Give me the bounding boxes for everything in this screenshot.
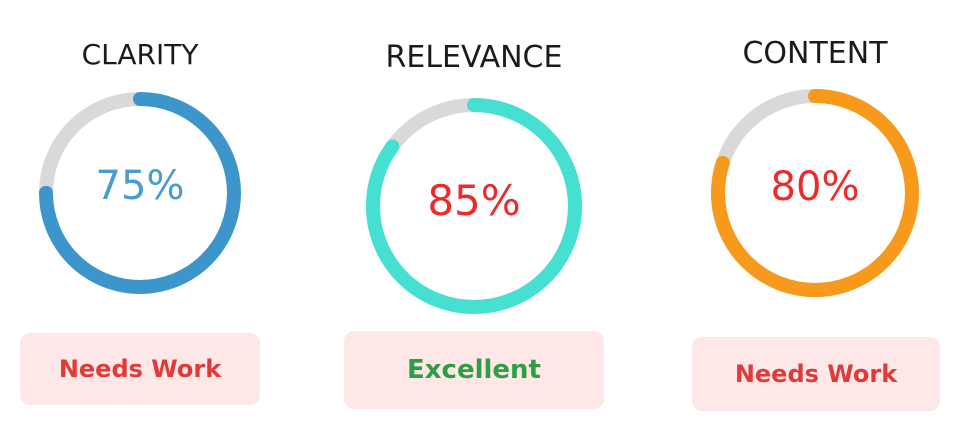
progress-ring: 80%: [710, 88, 920, 298]
percent-value: 80%: [770, 164, 860, 210]
status-badge: Needs Work: [692, 337, 940, 411]
status-badge: Needs Work: [20, 333, 260, 405]
percent-value: 75%: [95, 163, 185, 209]
metric-title: CONTENT: [742, 36, 888, 71]
progress-ring-fill: [39, 92, 241, 294]
progress-ring-svg: [711, 89, 919, 297]
progress-ring-fill: [366, 98, 582, 314]
metric-title: RELEVANCE: [385, 40, 563, 75]
status-badge: Excellent: [344, 331, 604, 409]
progress-ring-fill: [711, 89, 919, 297]
progress-ring: 85%: [364, 96, 584, 316]
progress-ring: 75%: [38, 91, 242, 295]
percent-value: 85%: [427, 176, 521, 225]
progress-ring-svg: [366, 98, 582, 314]
progress-ring-svg: [39, 92, 241, 294]
metric-title: CLARITY: [81, 38, 199, 71]
